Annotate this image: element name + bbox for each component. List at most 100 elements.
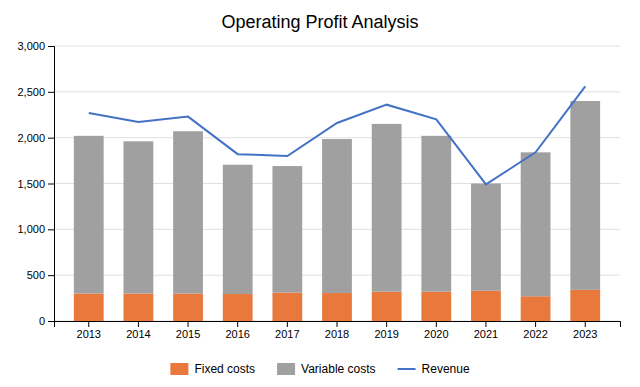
y-tick-mark [48, 275, 54, 276]
bar [124, 294, 154, 322]
legend-swatch [170, 363, 188, 375]
x-tick-mark [237, 321, 238, 327]
x-tick-label: 2014 [126, 328, 150, 340]
x-tick-label: 2017 [275, 328, 299, 340]
x-tick-mark [188, 321, 189, 327]
x-tick-label: 2015 [176, 328, 200, 340]
x-tick-mark [535, 321, 536, 327]
x-tick: 2018 [325, 321, 349, 340]
legend-label: Variable costs [301, 362, 375, 376]
y-tick: 3,000 [17, 40, 54, 52]
x-tick: 2022 [523, 321, 547, 340]
y-tick-mark [48, 321, 54, 322]
grid-line [54, 91, 620, 92]
y-tick-label: 2,500 [17, 86, 45, 98]
x-tick-label: 2018 [325, 328, 349, 340]
x-tick: 2015 [176, 321, 200, 340]
x-axis-line [55, 322, 621, 328]
x-tick-mark [88, 321, 89, 327]
bar [173, 294, 203, 322]
x-tick: 2017 [275, 321, 299, 340]
legend-item: Revenue [398, 362, 470, 376]
legend-swatch [398, 368, 416, 370]
bar [421, 292, 451, 321]
y-tick-label: 3,000 [17, 40, 45, 52]
y-tick: 1,000 [17, 223, 54, 235]
x-tick-label: 2023 [573, 328, 597, 340]
y-axis: 0 500 1,000 1,500 2,000 2,500 3,000 [17, 40, 54, 327]
y-tick: 0 [39, 315, 54, 327]
bar [223, 165, 253, 294]
plot-area: 05001,0001,5002,0002,5003,00020132014201… [17, 40, 620, 340]
x-tick: 2013 [77, 321, 101, 340]
y-tick-mark [48, 138, 54, 139]
x-tick: 2014 [126, 321, 150, 340]
bar [372, 124, 402, 292]
bar [74, 294, 104, 322]
bar [272, 166, 302, 293]
x-tick-label: 2020 [424, 328, 448, 340]
bar [570, 101, 600, 290]
y-tick-label: 1,500 [17, 178, 45, 190]
y-tick: 2,500 [17, 86, 54, 98]
y-tick-label: 2,000 [17, 132, 45, 144]
bar-series [74, 101, 600, 296]
bar [322, 139, 352, 293]
bar [74, 136, 104, 294]
x-tick: 2016 [225, 321, 249, 340]
x-tick-label: 2022 [523, 328, 547, 340]
y-tick: 500 [27, 269, 54, 281]
grid-line [54, 137, 620, 138]
grid-line [54, 46, 620, 47]
x-tick-mark [436, 321, 437, 327]
bar [570, 290, 600, 321]
x-tick: 2023 [573, 321, 597, 340]
x-tick-mark [138, 321, 139, 327]
x-axis: 2013 2014 2015 2016 2017 2018 2019 2020 2021 2022… [55, 321, 621, 340]
bar [521, 296, 551, 321]
y-tick-label: 1,000 [17, 223, 45, 235]
bar [173, 131, 203, 293]
legend: Fixed costs Variable costs Revenue [170, 362, 470, 376]
y-tick-label: 0 [39, 315, 45, 327]
x-tick-label: 2019 [374, 328, 398, 340]
bar [372, 292, 402, 321]
y-tick-mark [48, 184, 54, 185]
bar [272, 293, 302, 321]
x-tick-mark [585, 321, 586, 327]
x-tick-mark [386, 321, 387, 327]
line [89, 86, 585, 184]
y-tick-mark [48, 229, 54, 230]
x-tick-label: 2021 [474, 328, 498, 340]
bar [471, 184, 501, 291]
x-tick-label: 2016 [225, 328, 249, 340]
y-axis-line [48, 47, 55, 322]
bar [223, 294, 253, 321]
chart-svg: Operating Profit Analysis 0 500 1,000 1,500 2… [0, 0, 640, 387]
x-tick: 2020 [424, 321, 448, 340]
x-tick: 2019 [374, 321, 398, 340]
legend-label: Revenue [422, 362, 470, 376]
x-tick-mark [337, 321, 338, 327]
bar [322, 293, 352, 321]
x-tick: 2021 [474, 321, 498, 340]
y-tick-mark [48, 92, 54, 93]
chart-container: Operating Profit Analysis 0 500 1,000 1,500 2… [0, 0, 640, 387]
bar [471, 291, 501, 321]
y-tick: 1,500 [17, 178, 54, 190]
x-tick-label: 2013 [77, 328, 101, 340]
chart-title: Operating Profit Analysis [221, 12, 418, 32]
legend-item: Variable costs [277, 362, 375, 376]
y-tick: 2,000 [17, 132, 54, 144]
bar [421, 136, 451, 292]
legend-item: Fixed costs [170, 362, 255, 376]
y-tick-label: 500 [27, 269, 45, 281]
legend-swatch [277, 363, 295, 375]
legend-label: Fixed costs [194, 362, 255, 376]
bar [521, 152, 551, 296]
marks [74, 86, 600, 321]
x-tick-mark [287, 321, 288, 327]
x-tick-mark [485, 321, 486, 327]
grid [54, 46, 620, 321]
bar [124, 141, 154, 293]
